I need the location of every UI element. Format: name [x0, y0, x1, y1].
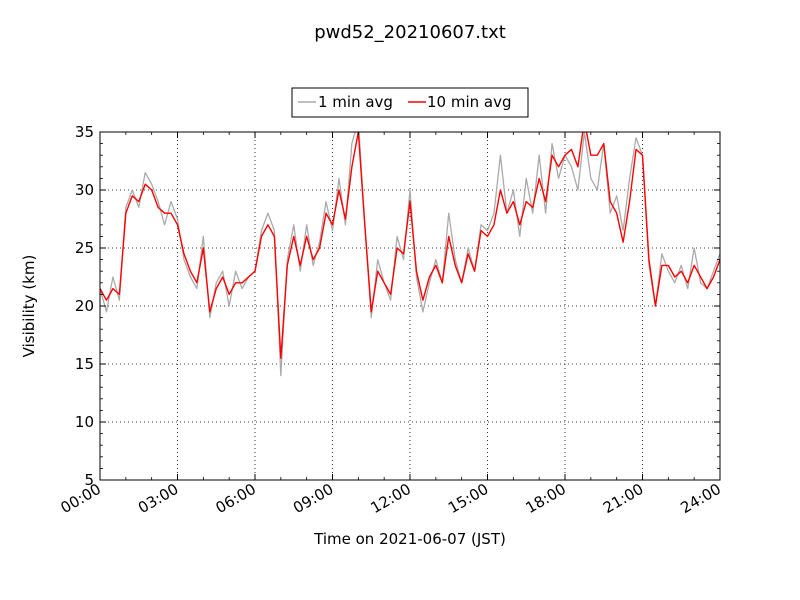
y-tick-label: 35 — [75, 123, 94, 141]
x-tick-label: 06:00 — [213, 480, 259, 517]
legend-label-1min: 1 min avg — [318, 93, 393, 111]
chart-title: pwd52_20210607.txt — [314, 22, 506, 43]
y-tick-label: 20 — [75, 297, 94, 315]
grid-lines — [100, 132, 720, 480]
series-layer — [100, 132, 720, 377]
x-tick-label: 09:00 — [290, 480, 336, 517]
x-tick-label: 15:00 — [445, 480, 491, 517]
y-tick-label: 10 — [75, 413, 94, 431]
y-axis-label: Visibility (km) — [20, 255, 38, 358]
x-tick-label: 18:00 — [523, 480, 569, 517]
x-tick-label: 21:00 — [600, 480, 646, 517]
y-tick-label: 5 — [84, 471, 94, 489]
x-tick-label: 03:00 — [135, 480, 181, 517]
legend: 1 min avg 10 min avg — [291, 87, 529, 118]
x-tick-label: 12:00 — [368, 480, 414, 517]
series-line-1-min-avg — [100, 132, 720, 377]
legend-label-10min: 10 min avg — [427, 93, 512, 111]
x-axis-label: Time on 2021-06-07 (JST) — [313, 530, 506, 548]
y-tick-label: 15 — [75, 355, 94, 373]
x-tick-label: 00:00 — [58, 480, 104, 517]
series-line-10-min-avg — [100, 132, 720, 359]
axis-ticks — [99, 131, 721, 481]
y-tick-labels: 5 10 15 20 25 30 35 — [75, 123, 94, 489]
x-tick-label: 24:00 — [678, 480, 724, 517]
x-tick-labels: 00:00 03:00 06:00 09:00 12:00 15:00 18:00 21:00… — [58, 480, 724, 517]
y-tick-label: 25 — [75, 239, 94, 257]
y-tick-label: 30 — [75, 181, 94, 199]
